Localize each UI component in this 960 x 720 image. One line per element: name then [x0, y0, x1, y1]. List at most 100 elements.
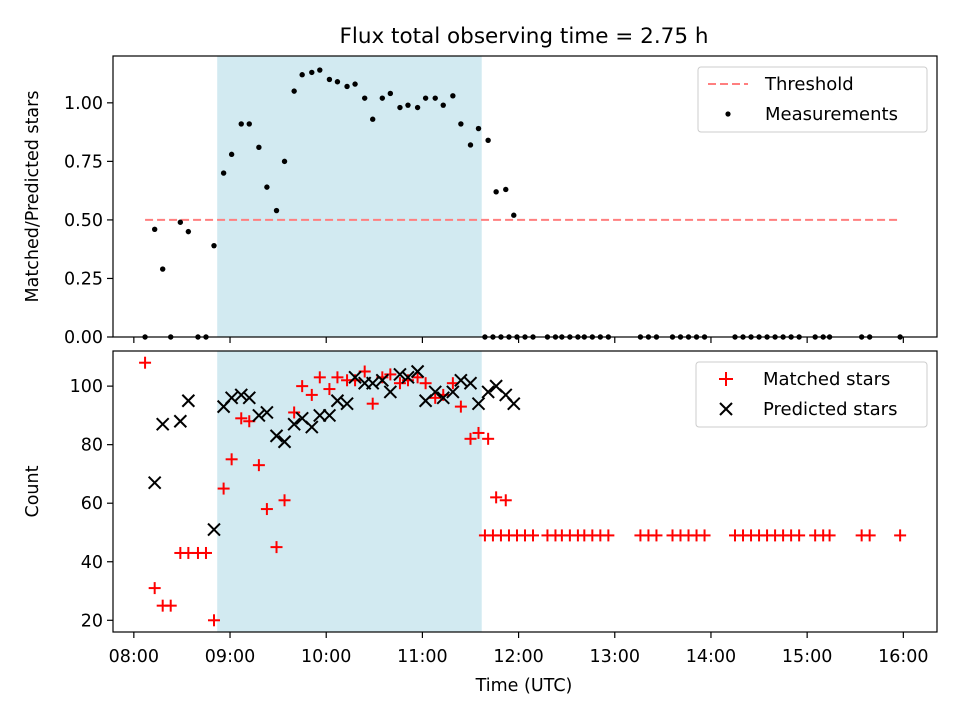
predicted-star-point [181, 394, 196, 408]
chart-title: Flux total observing time = 2.75 h [340, 24, 709, 49]
top-legend-box [697, 66, 928, 133]
matched-star-point [490, 491, 503, 504]
legend-matched-swatch [719, 372, 733, 386]
predicted-star-point [410, 364, 425, 379]
predicted-star-point [454, 373, 468, 387]
measurement-point [317, 67, 323, 73]
measurement-point [238, 121, 244, 127]
measurement-point [450, 93, 456, 99]
x-tick-label: 10:00 [301, 647, 351, 667]
measurement-point [291, 88, 297, 94]
predicted-star-point [481, 385, 495, 399]
measurement-point [185, 228, 192, 235]
predicted-star-point [234, 388, 248, 402]
matched-star-point [139, 356, 152, 369]
measurement-point [228, 151, 235, 158]
x-tick-label: 14:00 [686, 647, 736, 667]
measurement-point [397, 104, 403, 111]
x-tick-label: 08:00 [109, 647, 159, 667]
matched-star-point [252, 459, 265, 472]
predicted-star-point [242, 391, 256, 405]
predicted-star-point [252, 408, 266, 423]
matched-star-point [225, 453, 238, 466]
predicted-star-point [322, 408, 337, 423]
matched-star-point [278, 494, 291, 507]
observing-window-shade [217, 56, 482, 337]
matched-star-point [419, 377, 432, 390]
measurement-point [352, 81, 358, 87]
predicted-star-point [330, 394, 345, 408]
measurement-point [475, 125, 482, 132]
matched-star-point [698, 529, 711, 542]
measurement-point [414, 104, 421, 111]
matched-star-point [482, 432, 495, 445]
bottom-legend-box [695, 361, 928, 428]
matched-star-point [288, 406, 301, 419]
legend-measurement-swatch [725, 111, 731, 117]
bottom-axes-frame [112, 350, 938, 633]
legend-predicted-label: Predicted stars [763, 399, 897, 420]
top-panel: 0.00 0.25 0.50 0.75 1.00 Matched/Predicted s… [23, 55, 938, 348]
measurement-point [379, 95, 386, 101]
matched-star-point [393, 377, 406, 390]
y-tick-label: 0.25 [64, 269, 103, 289]
predicted-star-point [155, 417, 170, 431]
measurement-point [493, 189, 499, 195]
x-tick-label: 11:00 [397, 647, 447, 667]
y-tick-label: 80 [81, 436, 103, 456]
matched-star-point [429, 391, 442, 404]
measurement-point [387, 90, 394, 97]
measurement-point [151, 226, 158, 232]
predicted-star-point [260, 405, 274, 420]
measurement-point [422, 95, 429, 101]
y-tick-label: 20 [81, 611, 103, 631]
predicted-star-point [173, 414, 188, 428]
measurement-point [273, 207, 280, 214]
measurement-point [246, 121, 252, 127]
predicted-star-point [375, 373, 390, 387]
matched-star-point [454, 400, 467, 413]
matched-star-point [296, 380, 309, 393]
measurement-point [344, 83, 350, 90]
matched-star-point [148, 582, 161, 595]
predicted-star-point [393, 367, 407, 382]
matched-star-point [823, 529, 836, 542]
measurement-point [309, 69, 315, 76]
x-tick-label: 16:00 [878, 647, 928, 667]
predicted-star-point [305, 420, 319, 434]
bottom-x-ticks: 08:00 09:00 10:00 11:00 12:00 13:00 14:00 15:00… [109, 632, 929, 667]
measurement-point [159, 266, 166, 272]
predicted-star-point [446, 385, 460, 399]
matched-star-point [207, 614, 220, 627]
measurement-point [440, 102, 446, 108]
matched-star-point [499, 494, 512, 507]
measurement-point [256, 144, 262, 151]
measurement-point [281, 158, 288, 165]
measurement-point [211, 242, 217, 249]
matched-star-point [411, 371, 424, 384]
matched-star-point [527, 529, 540, 542]
y-tick-label: 1.00 [64, 94, 103, 114]
measurement-point [361, 95, 368, 101]
y-tick-label: 60 [81, 494, 103, 514]
x-tick-label: 12:00 [493, 647, 543, 667]
top-y-ticks: 0.00 0.25 0.50 0.75 1.00 [64, 94, 113, 348]
predicted-star-point [277, 435, 292, 449]
matched-star-point [199, 546, 212, 559]
predicted-star-point [428, 385, 442, 399]
matched-star-point [793, 529, 806, 542]
predicted-star-point [383, 385, 398, 399]
matched-star-point [313, 371, 326, 384]
matched-star-point [164, 599, 177, 612]
predicted-star-point [463, 376, 478, 390]
bottom-y-ticks: 20 40 60 80 100 [70, 377, 113, 631]
measurement-point [485, 137, 491, 143]
matched-star-point [650, 529, 663, 542]
matched-star-point [235, 412, 248, 425]
predicted-star-point [507, 396, 521, 411]
top-legend: Threshold Measurements [697, 66, 928, 133]
x-axis-label: Time (UTC) [475, 676, 573, 696]
predicted-star-point [224, 391, 239, 405]
predicted-star-point [348, 370, 362, 385]
